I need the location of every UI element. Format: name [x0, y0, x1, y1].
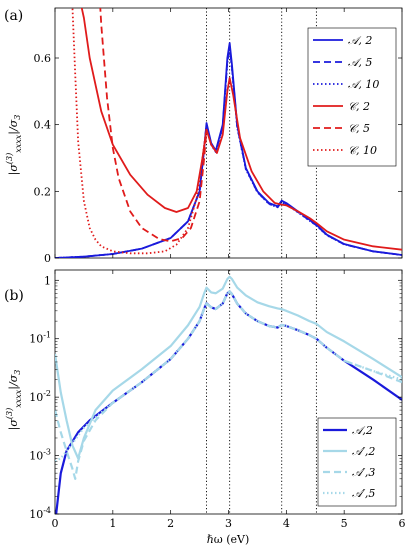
series-group-b: [55, 275, 402, 514]
panel-label-a: (a): [4, 8, 23, 24]
ylabel-a: |σ(3)xxxx|/σ3: [5, 115, 23, 176]
ytick-label-b-3: 10-1: [29, 331, 51, 346]
series-group-a: [55, 8, 402, 258]
ytick-label-a-0: 0: [44, 252, 51, 265]
legend-a: 𝒜, 2 𝒜, 5 𝒜, 10 𝒞, 2 𝒞, 5 𝒞, 10: [307, 27, 397, 167]
legend-label-a-4: 𝒞, 5: [348, 122, 370, 135]
legend-b: 𝒜,2 𝒜′,2 𝒜′,3 𝒜′,5: [317, 417, 397, 507]
legend-label-b-0: 𝒜,2: [352, 424, 373, 437]
ytick-label-b-1: 10-3: [29, 448, 51, 463]
ytick-label-b-0: 10-4: [29, 506, 51, 521]
legend-label-a-5: 𝒞, 10: [348, 144, 377, 157]
vlines-b: [206, 270, 317, 514]
ticks-b: 0 1 2 3 4 5 6 10-4 10-3 10-2 10-1 1: [29, 270, 406, 530]
panel-b: (b) 0 1 2 3 4 5 6 10-4 10-3 10-2 10-1 1 |σ(3)xxxx|/…: [4, 269, 406, 546]
series-line-b-3: [55, 290, 402, 463]
legend-box-a: [307, 27, 397, 167]
ytick-label-b-4: 1: [44, 274, 51, 287]
series-line-a-3: [80, 8, 402, 251]
legend-label-a-3: 𝒞, 2: [348, 100, 370, 113]
xtick-label-b-6: 6: [399, 517, 406, 530]
panel-a: (a) 00.20.40.6 |σ(3)xxxx|/σ3 𝒜, 2𝒜, 5𝒜, …: [4, 7, 403, 265]
ylabel-b: |σ(3)xxxx|/σ3: [5, 370, 23, 431]
series-line-b-1: [55, 275, 402, 460]
xtick-label-b-3: 3: [225, 517, 232, 530]
legend-label-a-0: 𝒜, 2: [348, 34, 372, 47]
legend-label-b-2: 𝒜′,3: [352, 466, 375, 479]
legend-label-a-1: 𝒜, 5: [348, 56, 372, 69]
series-line-a-2: [55, 47, 402, 258]
xtick-label-b-0: 0: [52, 517, 59, 530]
xtick-label-b-1: 1: [109, 517, 116, 530]
legend-label-a-2: 𝒜, 10: [348, 78, 379, 91]
legend-label-b-3: 𝒜′,5: [352, 487, 375, 500]
series-line-a-1: [55, 45, 402, 258]
ytick-label-a-1: 0.2: [34, 185, 52, 198]
series-line-a-4: [99, 8, 208, 243]
series-line-a-5: [71, 8, 208, 255]
xtick-label-b-4: 4: [283, 517, 290, 530]
ytick-label-a-3: 0.6: [34, 52, 52, 65]
ytick-label-a-2: 0.4: [34, 119, 52, 132]
ytick-label-b-2: 10-2: [29, 389, 51, 404]
xlabel-b: ℏω (eV): [207, 533, 250, 546]
legend-label-b-1: 𝒜′,2: [352, 445, 375, 458]
panel-label-b: (b): [4, 288, 24, 304]
xtick-label-b-2: 2: [167, 517, 174, 530]
legend-box-b: [317, 417, 397, 507]
xtick-label-b-5: 5: [341, 517, 348, 530]
ticks-a: 0 0.2 0.4 0.6: [34, 8, 403, 265]
